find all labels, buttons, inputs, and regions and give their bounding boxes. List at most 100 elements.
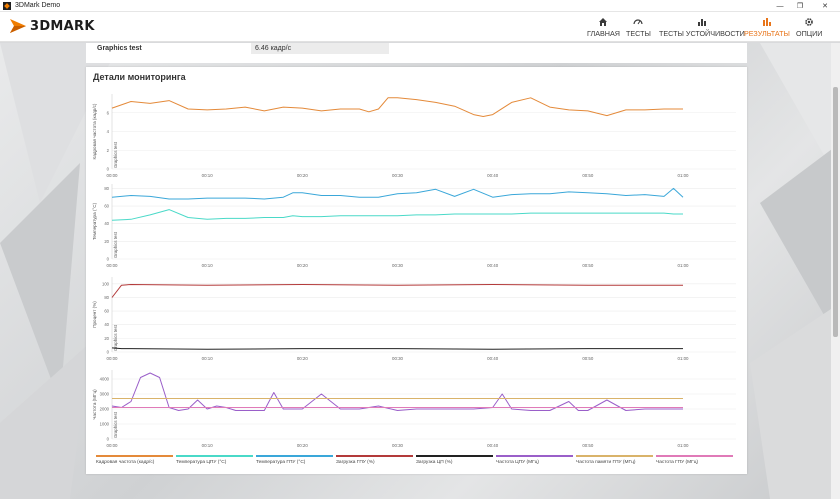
chart-0-xtick: 00:00	[107, 173, 119, 178]
chart-1-xtick: 00:20	[297, 263, 309, 268]
window-title: 3DMark Demo	[15, 2, 61, 9]
chart-2-series-1	[111, 347, 683, 350]
chart-3-xtick: 01:00	[678, 443, 690, 448]
summary-test-value: 6.46 кадр/с	[251, 43, 389, 54]
chart-1-ytick: 0	[107, 257, 110, 262]
chart-2-test-label: Graphics test	[113, 324, 118, 351]
chart-0-ytick: 6	[107, 110, 110, 115]
nav-home[interactable]: ГЛАВНАЯ	[587, 12, 620, 42]
summary-panel: Graphics test 6.46 кадр/с	[86, 43, 747, 63]
chart-2-ytick: 0	[107, 350, 110, 355]
home-icon	[598, 16, 608, 27]
legend-swatch	[656, 455, 733, 457]
chart-0-xtick: 00:10	[202, 173, 214, 178]
app-icon	[3, 1, 11, 10]
chart-3-test-label: Graphics test	[113, 411, 118, 438]
chart-3-xtick: 00:50	[582, 443, 594, 448]
chart-2-xtick: 00:40	[487, 356, 499, 361]
legend-item[interactable]: Частота ЦПУ (МГц)	[496, 455, 573, 465]
chart-2-xtick: 00:10	[202, 356, 214, 361]
legend-item[interactable]: Кадровая частота (кадр/с)	[96, 455, 173, 465]
nav-tests[interactable]: ТЕСТЫ	[626, 12, 651, 42]
maximize-icon[interactable]: ❐	[796, 3, 804, 10]
chart-3-ytick: 3000	[100, 392, 110, 397]
chart-2-series-0	[111, 284, 683, 298]
legend-swatch	[576, 455, 653, 457]
summary-test-label: Graphics test	[97, 45, 142, 52]
gear-icon	[804, 16, 814, 27]
chart-1-xtick: 00:00	[107, 263, 119, 268]
chart-0-ytick: 0	[107, 167, 110, 172]
legend-swatch	[256, 455, 333, 457]
logo-mark-icon	[10, 19, 26, 33]
legend-label: Кадровая частота (кадр/с)	[96, 460, 155, 465]
legend-item[interactable]: Температура ГПУ (°C)	[256, 455, 333, 465]
chart-1-ytick: 40	[104, 221, 109, 226]
chart-1-series-0	[111, 209, 683, 221]
chart-2-ytick: 60	[104, 309, 109, 314]
legend-item[interactable]: Температура ЦПУ (°C)	[176, 455, 253, 465]
chart-2-xtick: 00:00	[107, 356, 119, 361]
legend-swatch	[176, 455, 253, 457]
chart-0-ylabel: Кадровая частота (кадр/с)	[92, 103, 97, 159]
legend-label: Частота памяти ГПУ (МГц)	[576, 460, 636, 465]
chart-0-xtick: 00:50	[582, 173, 594, 178]
chart-2-ytick: 40	[104, 322, 109, 327]
chart-1-ytick: 20	[104, 239, 109, 244]
minimize-icon[interactable]: —	[776, 2, 784, 10]
chart-3-ytick: 0	[107, 437, 110, 442]
chart-3-ytick: 2000	[100, 407, 110, 412]
nav-options[interactable]: ОПЦИИ	[796, 12, 822, 42]
chart-0-xtick: 01:00	[678, 173, 690, 178]
chart-1-test-label: Graphics test	[113, 231, 118, 258]
chart-1-xtick: 00:10	[202, 263, 214, 268]
chart-3-xtick: 00:10	[202, 443, 214, 448]
chart-0-xtick: 00:20	[297, 173, 309, 178]
window-titlebar: 3DMark Demo — ❐ ✕	[0, 0, 840, 12]
chart-0-test-label: Graphics test	[113, 141, 118, 168]
chart-1-ytick: 80	[104, 186, 109, 191]
legend-label: Частота ЦПУ (МГц)	[496, 460, 540, 465]
legend-item[interactable]: Загрузка ГПУ (%)	[336, 455, 413, 465]
chart-1-xtick: 01:00	[678, 263, 690, 268]
legend-item[interactable]: Частота памяти ГПУ (МГц)	[576, 455, 653, 465]
close-icon[interactable]: ✕	[822, 3, 828, 10]
legend-swatch	[416, 455, 493, 457]
chart-2-ytick: 100	[102, 281, 110, 286]
chart-1-ytick: 60	[104, 204, 109, 209]
chart-2-xtick: 01:00	[678, 356, 690, 361]
legend-item[interactable]: Загрузка ЦП (%)	[416, 455, 493, 465]
chart-0-xtick: 00:40	[487, 173, 499, 178]
chart-1-xtick: 00:40	[487, 263, 499, 268]
legend-swatch	[496, 455, 573, 457]
chart-3-xtick: 00:30	[392, 443, 404, 448]
nav-home-label: ГЛАВНАЯ	[587, 29, 620, 38]
chart-1-series-1	[111, 187, 684, 200]
app-header: 3DMARK ГЛАВНАЯ ТЕСТЫ ТЕСТЫ УСТОЙЧИВОСТИ …	[0, 12, 840, 42]
logo[interactable]: 3DMARK	[8, 17, 95, 35]
chart-0-xtick: 00:30	[392, 173, 404, 178]
scrollbar-thumb[interactable]	[833, 87, 838, 337]
chart-3-ytick: 1000	[100, 422, 110, 427]
legend-label: Температура ГПУ (°C)	[256, 460, 306, 465]
legend-label: Загрузка ЦП (%)	[416, 460, 453, 465]
chart-2-ytick: 20	[104, 336, 109, 341]
legend-swatch	[336, 455, 413, 457]
scrollbar[interactable]	[831, 43, 840, 499]
chart-3-ylabel: Частота (МГц)	[92, 389, 97, 420]
nav-options-label: ОПЦИИ	[796, 29, 823, 38]
bar-chart-icon	[697, 16, 707, 27]
monitoring-panel: Детали мониторинга 0 2 4 6 Кадровая частота …	[86, 67, 747, 474]
legend-item[interactable]: Частота ГПУ (МГц)	[656, 455, 733, 465]
nav-results[interactable]: РЕЗУЛЬТАТЫ	[744, 12, 790, 42]
legend-label: Частота ГПУ (МГц)	[656, 460, 699, 465]
chart-1-xtick: 00:30	[392, 263, 404, 268]
gauge-icon	[633, 16, 644, 27]
chart-2-xtick: 00:20	[297, 356, 309, 361]
legend-label: Загрузка ГПУ (%)	[336, 460, 375, 465]
results-icon	[762, 16, 772, 27]
nav-results-label: РЕЗУЛЬТАТЫ	[744, 29, 790, 38]
nav-stress-tests[interactable]: ТЕСТЫ УСТОЙЧИВОСТИ	[659, 12, 745, 42]
chart-3-xtick: 00:00	[107, 443, 119, 448]
nav-tests-label: ТЕСТЫ	[626, 29, 651, 38]
